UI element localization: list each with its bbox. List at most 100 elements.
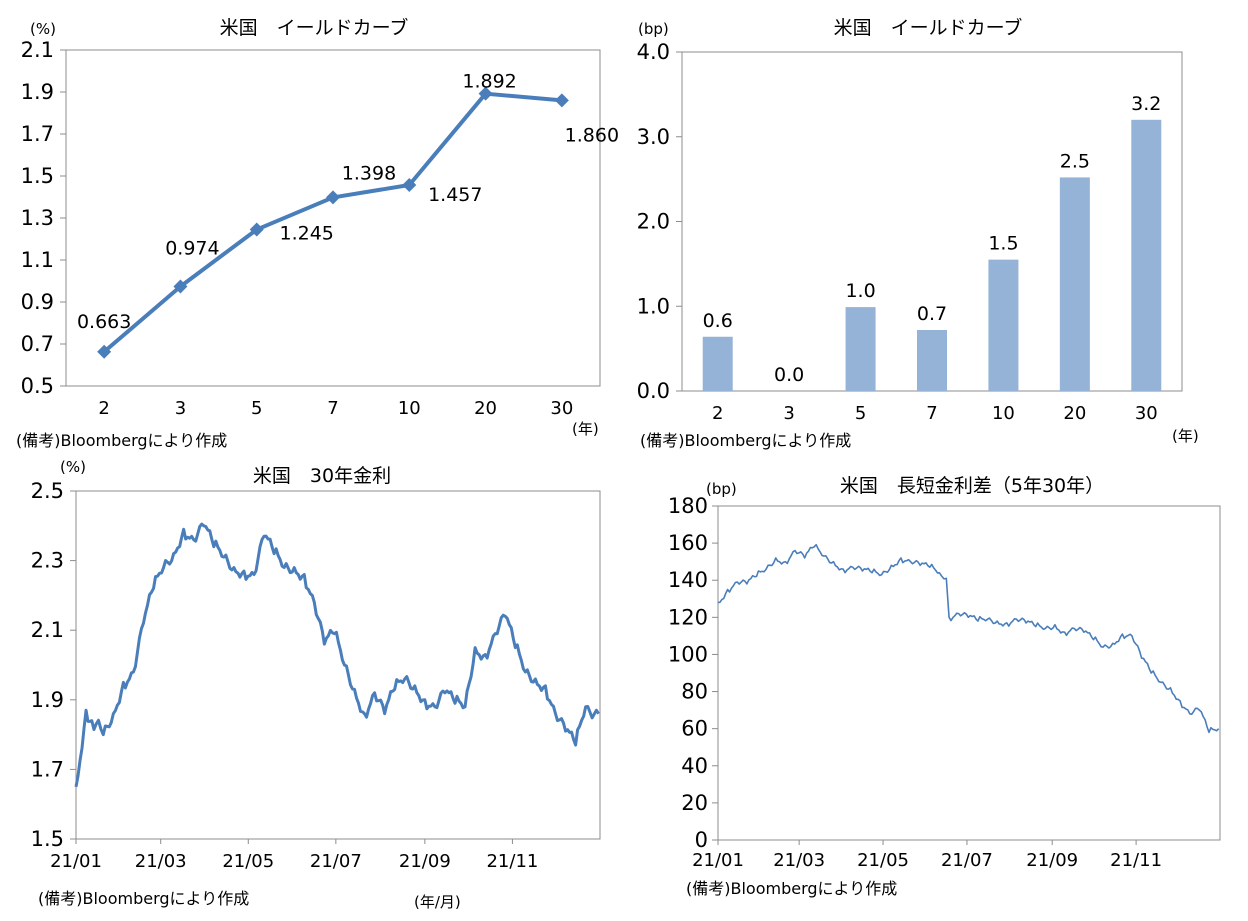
chart4-x-tick-label: 21/07 xyxy=(941,850,993,871)
chart3-y-unit: (%) xyxy=(60,458,86,476)
chart4-y-tick-label: 100 xyxy=(668,642,708,666)
chart1-x-tick-label: 5 xyxy=(251,398,262,419)
chart2-data-labels: 0.6 0.0 1.0 0.7 1.5 2.5 3.2 xyxy=(703,93,1162,386)
chart1-x-tick-label: 10 xyxy=(398,398,421,419)
chart3-y-tick-label: 2.1 xyxy=(31,618,64,642)
chart2-bar xyxy=(845,307,876,391)
chart1-data-label: 1.860 xyxy=(565,124,619,146)
chart1-x-tick-label: 3 xyxy=(175,398,186,419)
chart1-note: (備考)Bloombergにより作成 xyxy=(16,431,227,450)
chart2-y-tick-label: 0.0 xyxy=(637,379,670,403)
chart1-x-tick-label: 7 xyxy=(327,398,338,419)
chart4-y-tick-label: 20 xyxy=(681,791,708,815)
chart2-data-label: 2.5 xyxy=(1060,150,1090,172)
chart2-x-tick-label: 3 xyxy=(783,403,794,424)
chart4-y-tick-label: 80 xyxy=(681,680,708,704)
chart2-data-label: 0.7 xyxy=(917,303,947,325)
chart4-y-tick-label: 60 xyxy=(681,717,708,741)
panel-yield-curve-line: 米国 イールドカーブ (%) 0.5 0.7 0.9 1.1 1.3 1.5 1.7 1.9 2… xyxy=(16,16,619,450)
chart4-y-tick-label: 40 xyxy=(681,754,708,778)
chart2-bar xyxy=(917,329,947,391)
chart4-y-tick-label: 0 xyxy=(695,828,708,852)
chart1-x-ticks: 2 3 5 7 10 20 30 xyxy=(98,398,573,419)
chart1-x-tick-label: 2 xyxy=(98,398,109,419)
chart3-y-tick-label: 1.9 xyxy=(31,688,64,712)
chart1-y-tick-label: 1.3 xyxy=(21,206,54,230)
chart4-plot-frame xyxy=(717,505,1221,841)
chart1-y-tick-label: 0.9 xyxy=(21,290,54,314)
chart2-bars xyxy=(702,119,1162,392)
chart4-x-tick-label: 21/03 xyxy=(773,850,825,871)
chart1-y-tick-label: 0.5 xyxy=(21,374,54,398)
chart1-point-marker xyxy=(554,93,569,108)
chart2-y-tick-label: 3.0 xyxy=(637,125,670,149)
chart1-point-marker xyxy=(97,344,112,359)
chart4-x-tick-label: 21/11 xyxy=(1110,850,1162,871)
chart1-data-label: 1.245 xyxy=(280,223,334,245)
chart2-data-label: 0.0 xyxy=(774,364,804,386)
chart3-y-tick-label: 1.5 xyxy=(31,827,64,851)
chart2-x-tick-label: 10 xyxy=(992,403,1015,424)
chart3-x-tick-label: 21/11 xyxy=(486,851,538,872)
chart4-title: 米国 長短金利差（5年30年） xyxy=(840,475,1104,497)
chart4-x-tick-label: 21/09 xyxy=(1026,850,1078,871)
chart3-y-tick-label: 2.5 xyxy=(31,479,64,503)
chart1-y-tick-label: 1.9 xyxy=(21,80,54,104)
chart2-y-tick-label: 1.0 xyxy=(637,294,670,318)
chart2-y-unit: (bp) xyxy=(638,20,669,38)
chart2-y-tick-label: 2.0 xyxy=(637,210,670,234)
chart1-y-unit: (%) xyxy=(30,20,56,38)
chart3-plot-frame xyxy=(75,490,601,840)
chart3-title: 米国 30年金利 xyxy=(253,465,391,487)
chart3-x-tick-label: 21/01 xyxy=(50,851,102,872)
chart4-note: (備考)Bloombergにより作成 xyxy=(686,879,897,898)
chart2-bar xyxy=(988,259,1019,391)
chart3-note: (備考)Bloombergにより作成 xyxy=(38,889,249,908)
chart1-point-marker xyxy=(173,279,188,294)
chart1-x-tick-label: 30 xyxy=(550,398,573,419)
chart1-data-label: 0.974 xyxy=(165,237,219,259)
chart1-y-tick-label: 0.7 xyxy=(21,332,54,356)
chart1-title: 米国 イールドカーブ xyxy=(220,16,409,39)
chart2-data-label: 3.2 xyxy=(1131,93,1161,115)
chart1-point-marker xyxy=(478,86,493,101)
chart3-y-tick-label: 1.7 xyxy=(31,757,64,781)
chart2-data-label: 1.0 xyxy=(845,280,875,302)
chart1-y-ticks: 0.5 0.7 0.9 1.1 1.3 1.5 1.7 1.9 2.1 xyxy=(21,38,66,398)
chart3-x-tick-label: 21/03 xyxy=(135,851,187,872)
chart2-x-tick-label: 2 xyxy=(712,403,723,424)
chart1-point-marker xyxy=(249,222,264,237)
chart1-x-unit: (年) xyxy=(572,420,599,438)
chart3-x-tick-label: 21/09 xyxy=(399,851,451,872)
chart2-data-label: 1.5 xyxy=(988,233,1018,255)
chart1-point-marker xyxy=(402,178,417,193)
chart3-y-tick-label: 2.3 xyxy=(31,549,64,573)
chart2-x-tick-label: 30 xyxy=(1135,403,1158,424)
chart2-bar xyxy=(702,336,733,391)
chart1-data-label: 1.457 xyxy=(428,184,482,206)
chart2-x-ticks: 2 3 5 7 10 20 30 xyxy=(712,403,1158,424)
chart3-x-unit: (年/月) xyxy=(414,893,461,911)
chart1-plot-frame xyxy=(65,49,601,387)
panel-yield-curve-bar: 米国 イールドカーブ (bp) 0.0 1.0 2.0 3.0 4.0 2 3 5 7 10 20… xyxy=(637,16,1199,450)
chart1-y-tick-label: 1.1 xyxy=(21,248,54,272)
chart1-y-tick-label: 1.7 xyxy=(21,122,54,146)
chart4-x-tick-label: 21/01 xyxy=(692,850,744,871)
chart1-data-label: 1.892 xyxy=(462,71,516,93)
chart2-y-ticks: 0.0 1.0 2.0 3.0 4.0 xyxy=(637,40,682,403)
chart3-x-tick-label: 21/05 xyxy=(222,851,274,872)
chart4-x-ticks: 21/01 21/03 21/05 21/07 21/09 21/11 xyxy=(692,840,1162,871)
panel-5y30y-spread: 米国 長短金利差（5年30年） (bp) 0 20 40 60 80 100 120 140 1… xyxy=(668,475,1221,898)
chart1-markers xyxy=(97,86,569,359)
chart4-y-tick-label: 180 xyxy=(668,494,708,518)
chart2-bar xyxy=(1131,119,1162,392)
chart3-x-ticks: 21/01 21/03 21/05 21/07 21/09 21/11 xyxy=(50,839,538,872)
chart3-y-ticks: 1.5 1.7 1.9 2.1 2.3 2.5 xyxy=(31,479,76,851)
chart4-y-ticks: 0 20 40 60 80 100 120 140 160 180 xyxy=(668,494,718,852)
chart4-y-tick-label: 140 xyxy=(668,568,708,592)
chart2-x-unit: (年) xyxy=(1172,427,1199,445)
chart1-y-tick-label: 2.1 xyxy=(21,38,54,62)
chart2-x-tick-label: 20 xyxy=(1063,403,1086,424)
chart4-y-tick-label: 120 xyxy=(668,605,708,629)
